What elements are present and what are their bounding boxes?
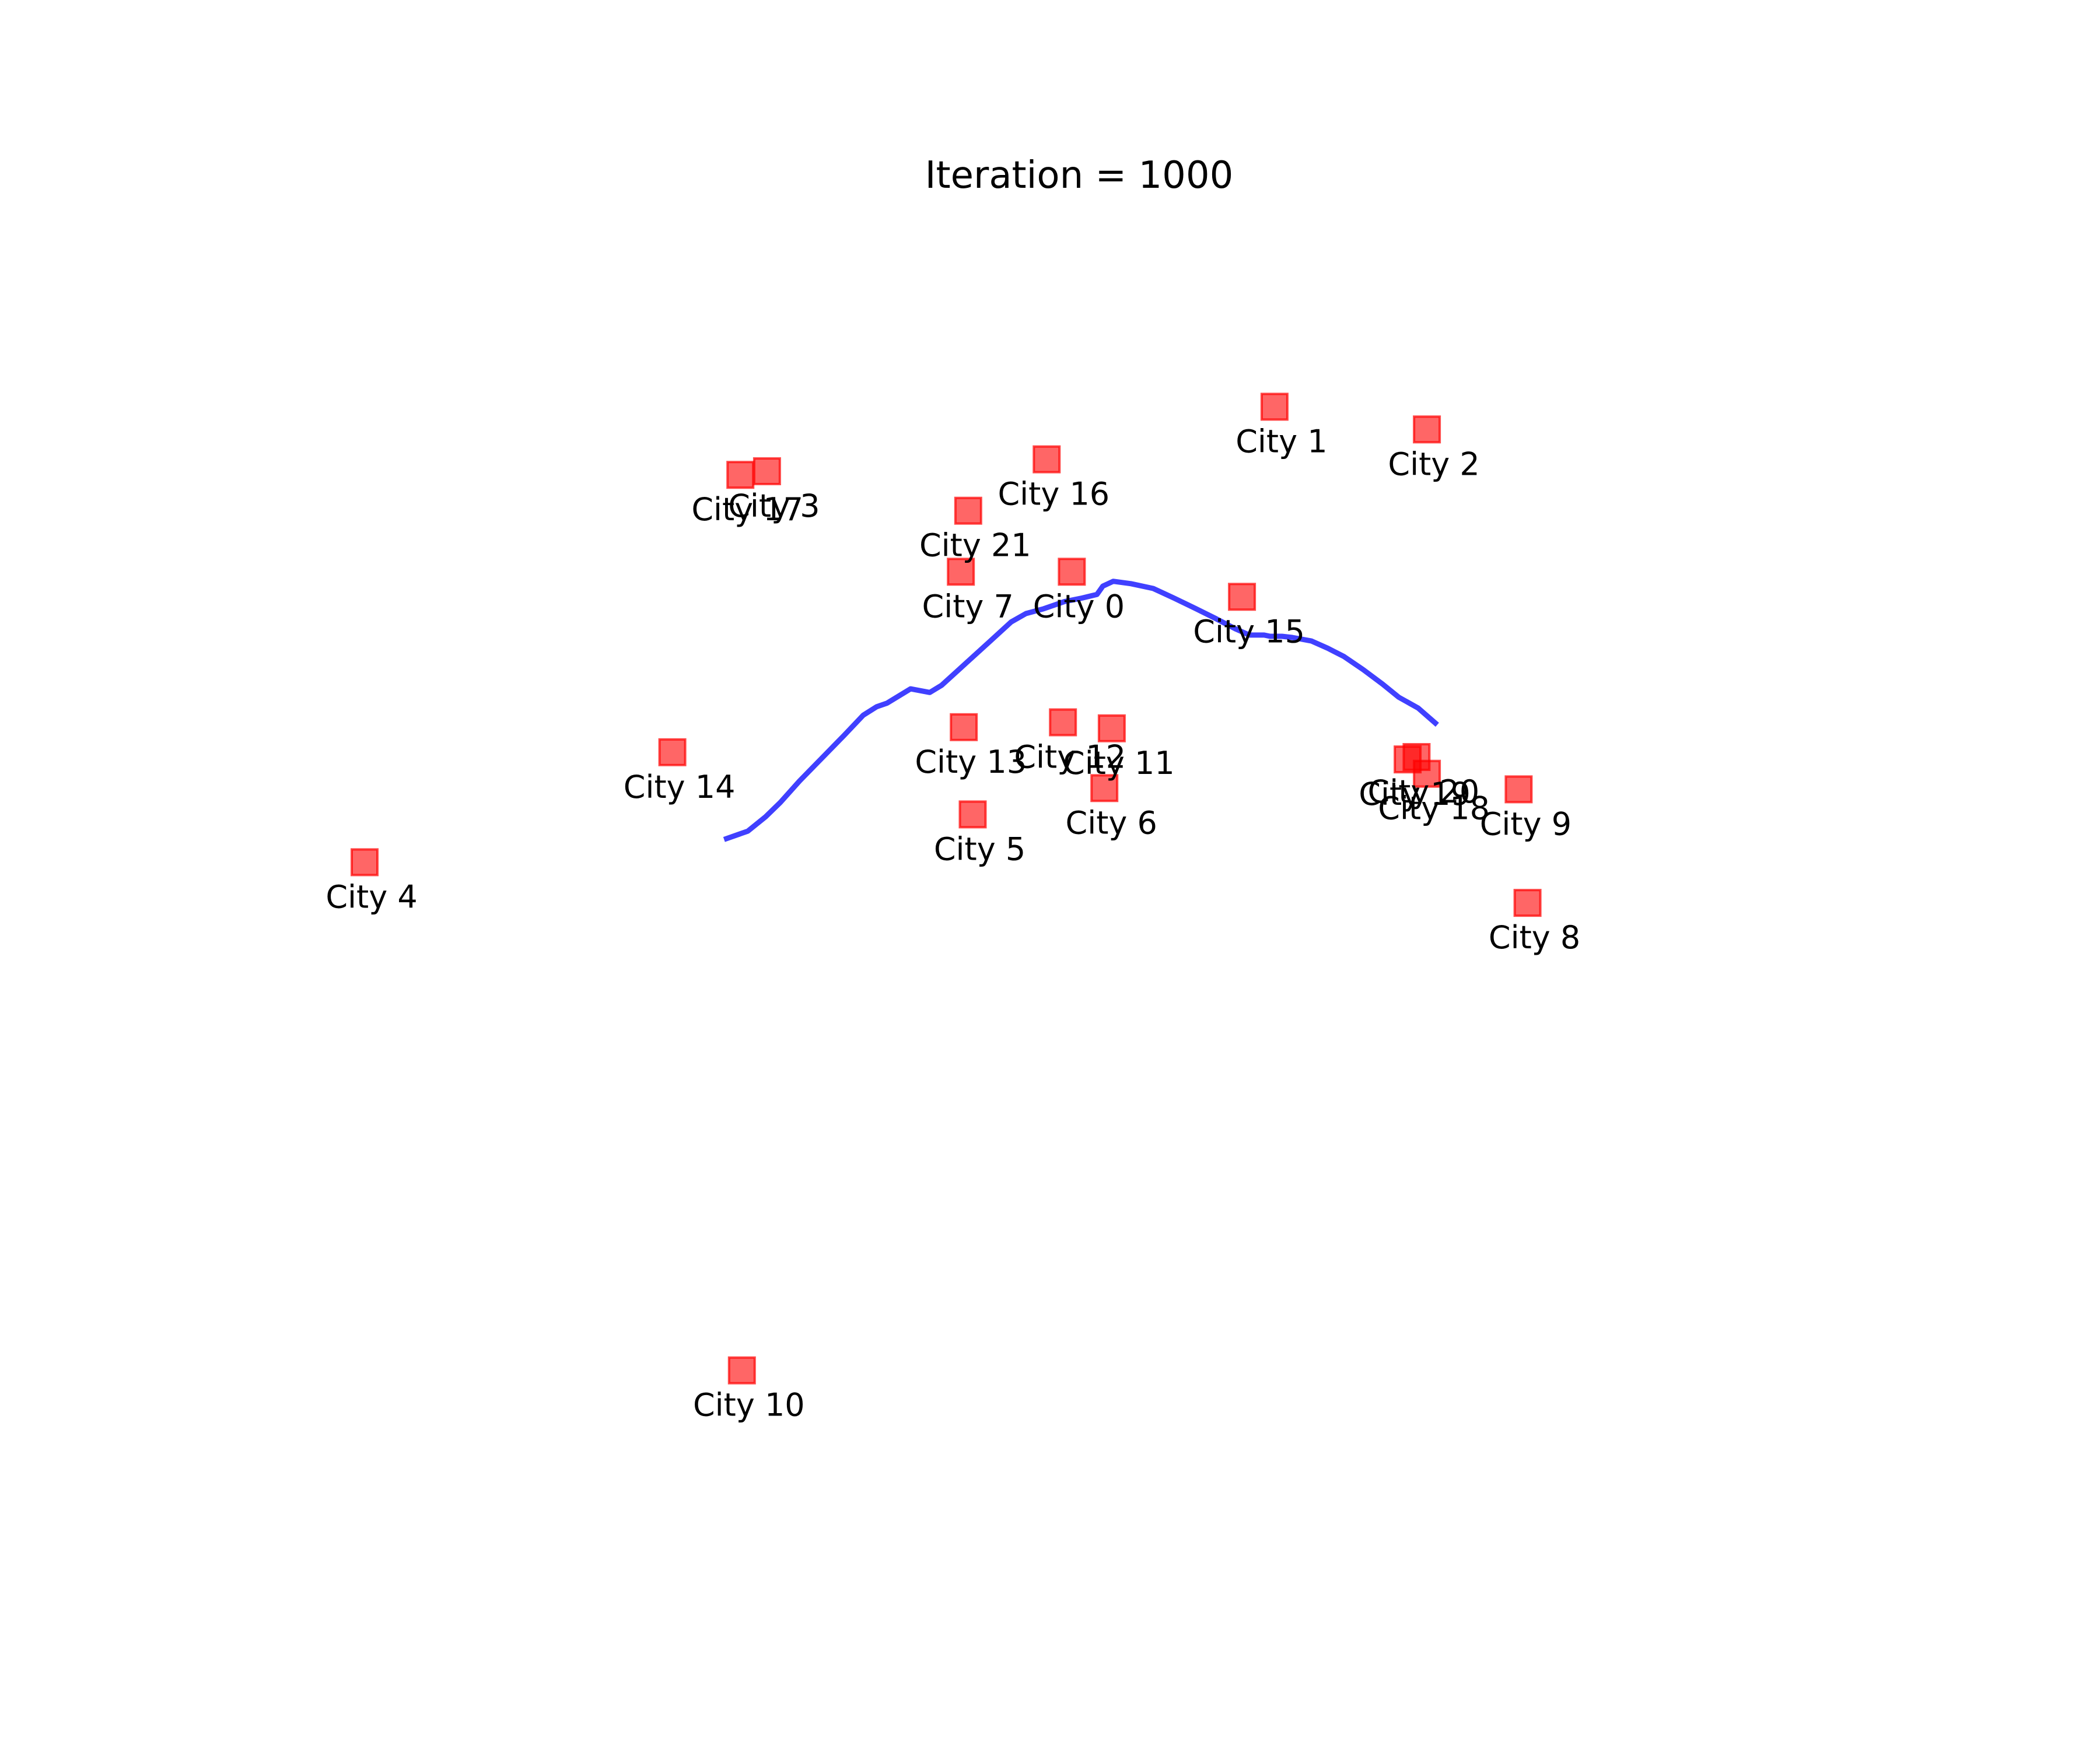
city-label: City 6 [1066, 804, 1157, 841]
city-label: City 2 [1388, 446, 1479, 482]
city-marker [1504, 775, 1533, 804]
city-marker [1228, 583, 1256, 611]
city-label: City 17 [691, 491, 803, 528]
city-label: City 10 [693, 1387, 805, 1424]
city-label: City 5 [934, 831, 1026, 867]
city-marker [658, 738, 687, 766]
city-marker [1513, 889, 1542, 917]
city-marker [1090, 774, 1119, 803]
city-label: City 9 [1480, 805, 1572, 842]
city-marker [1032, 445, 1061, 474]
city-label: City 21 [919, 527, 1031, 564]
route-layer [723, 579, 1439, 842]
city-marker [1049, 708, 1077, 737]
city-label: City 20 [1368, 773, 1480, 810]
city-marker [1097, 714, 1126, 742]
chart-title: Iteration = 1000 [925, 154, 1234, 197]
city-label: City 8 [1489, 919, 1580, 956]
city-label: City 1 [1236, 423, 1327, 460]
route-line [723, 579, 1439, 842]
city-label: City 16 [998, 476, 1110, 513]
city-marker [947, 558, 975, 586]
city-label: City 12 [1014, 739, 1126, 776]
city-marker [1058, 558, 1086, 586]
city-marker [752, 457, 781, 485]
city-label: City 3 [728, 488, 820, 524]
city-marker [1402, 743, 1431, 771]
city-marker [1260, 393, 1289, 421]
city-marker [950, 713, 978, 741]
city-marker [727, 1356, 756, 1385]
city-label: City 0 [1033, 588, 1125, 625]
city-label: City 14 [624, 769, 736, 805]
city-layer [351, 393, 1542, 1385]
city-label: City 18 [1378, 790, 1490, 827]
city-label: City 19 [1359, 776, 1471, 812]
city-marker [954, 496, 982, 525]
city-label: City 7 [922, 588, 1014, 625]
city-marker [351, 848, 379, 877]
city-marker [1413, 415, 1441, 444]
city-label: City 13 [915, 744, 1027, 780]
city-label: City 15 [1193, 613, 1305, 650]
city-label: City 4 [326, 878, 417, 915]
city-label: City 11 [1063, 745, 1175, 782]
city-marker [726, 461, 755, 489]
label-layer: City 0 City 1 City 2 City 3 City 4 City 5 City… [326, 423, 1580, 1423]
city-marker [958, 800, 987, 829]
